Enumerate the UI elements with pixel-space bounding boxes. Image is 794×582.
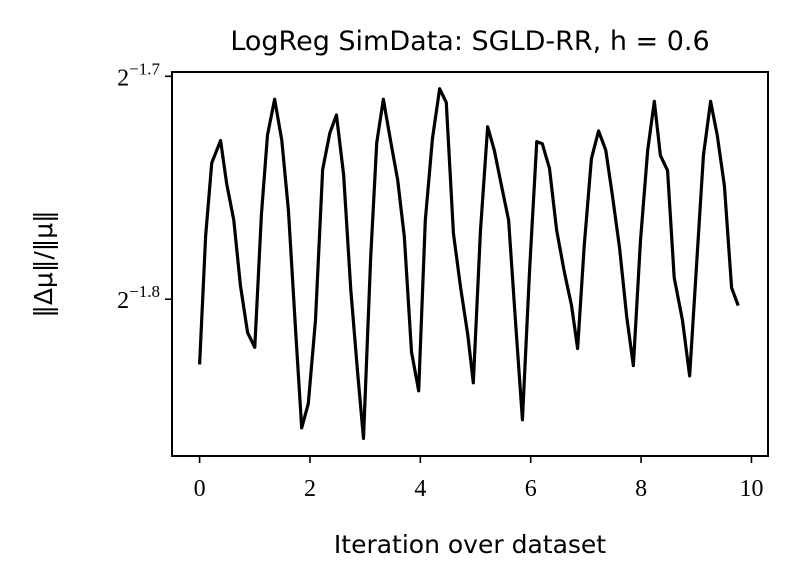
y-tick-label: 2−1.8 xyxy=(117,282,160,314)
y-axis-label: ‖Δμ‖/‖μ‖ xyxy=(29,210,58,317)
data-line xyxy=(197,87,740,441)
x-tick-label: 6 xyxy=(525,476,537,502)
x-tick-label: 8 xyxy=(635,476,647,502)
x-tick-label: 2 xyxy=(304,476,316,502)
y-tick-label: 2−1.7 xyxy=(117,59,160,91)
x-axis-label: Iteration over dataset xyxy=(334,530,606,559)
plot-frame xyxy=(171,71,769,457)
x-tick-label: 10 xyxy=(739,476,763,502)
x-tick-label: 0 xyxy=(194,476,206,502)
x-tick-label: 4 xyxy=(414,476,426,502)
chart-title: LogReg SimData: SGLD-RR, h = 0.6 xyxy=(230,26,709,57)
